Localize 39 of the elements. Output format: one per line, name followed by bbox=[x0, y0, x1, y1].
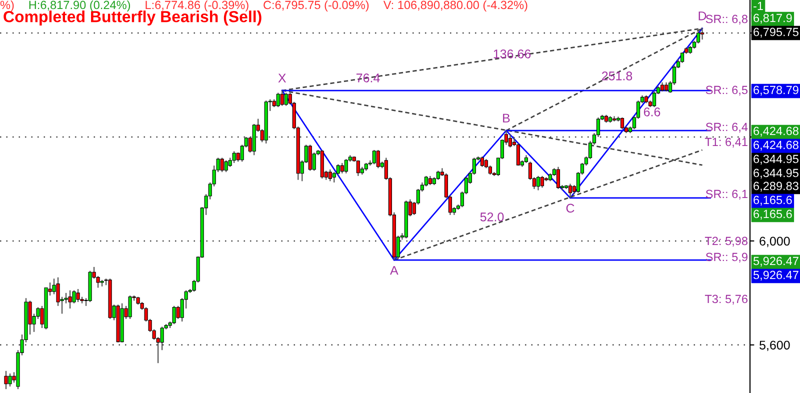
text: 6,165.6 bbox=[754, 210, 792, 220]
annotation: SR:: 6,5 bbox=[706, 86, 748, 96]
annotation: L:6,774.86 (-0.39%) bbox=[146, 0, 248, 12]
annotation: SR:: 6,4 bbox=[706, 122, 748, 133]
text: 6,344.95 bbox=[754, 168, 798, 179]
annotation: %) bbox=[0, 0, 14, 12]
annotation: V: 106,890,880.00 (-4.32%) bbox=[383, 0, 528, 12]
annotation: T3: 5,76 bbox=[704, 294, 748, 305]
y-tick-label: 5,600 bbox=[760, 340, 790, 352]
annotation: SR:: 5,9 bbox=[706, 252, 748, 263]
text: 6,424.68 bbox=[754, 140, 798, 151]
text: 6,817.9 bbox=[754, 14, 792, 24]
annotation: T1: 6,41 bbox=[704, 138, 748, 148]
annotation: 251.8 bbox=[602, 72, 632, 80]
data-label: B bbox=[503, 114, 510, 122]
annotation: 52.0 bbox=[480, 212, 504, 222]
data-label: D bbox=[698, 12, 706, 20]
data-label: X bbox=[278, 74, 286, 82]
y-tick-label: 6,000 bbox=[760, 236, 790, 248]
text: 6,165.6 bbox=[754, 196, 792, 206]
annotation: 6.6 bbox=[644, 108, 660, 116]
annotation: SR:: 6,8 bbox=[706, 14, 748, 25]
text: 6,424.68 bbox=[754, 126, 798, 137]
text: 5,926.47 bbox=[753, 270, 798, 281]
text: 5,926.47 bbox=[753, 256, 798, 267]
data-label: C bbox=[566, 204, 574, 213]
text: 6,578.79 bbox=[754, 86, 798, 96]
annotation: T2: 5,98 bbox=[704, 236, 748, 247]
text: -1 bbox=[754, 2, 763, 10]
text: 6,795.75 bbox=[754, 28, 798, 38]
annotation: SR:: 6,1 bbox=[706, 190, 748, 200]
data-label: A bbox=[390, 266, 398, 275]
text: Completed Butterfly Bearish (Sell) bbox=[4, 10, 262, 26]
text: 6,344.95 bbox=[754, 154, 798, 165]
annotation: C:6,795.75 (-0.09%) bbox=[264, 0, 369, 12]
annotation: 76.4 bbox=[356, 74, 380, 82]
annotation: H:6,817.90 (0.24%) bbox=[29, 0, 130, 12]
annotation: 136.66 bbox=[494, 50, 531, 58]
text: 6,289.83 bbox=[754, 182, 798, 192]
